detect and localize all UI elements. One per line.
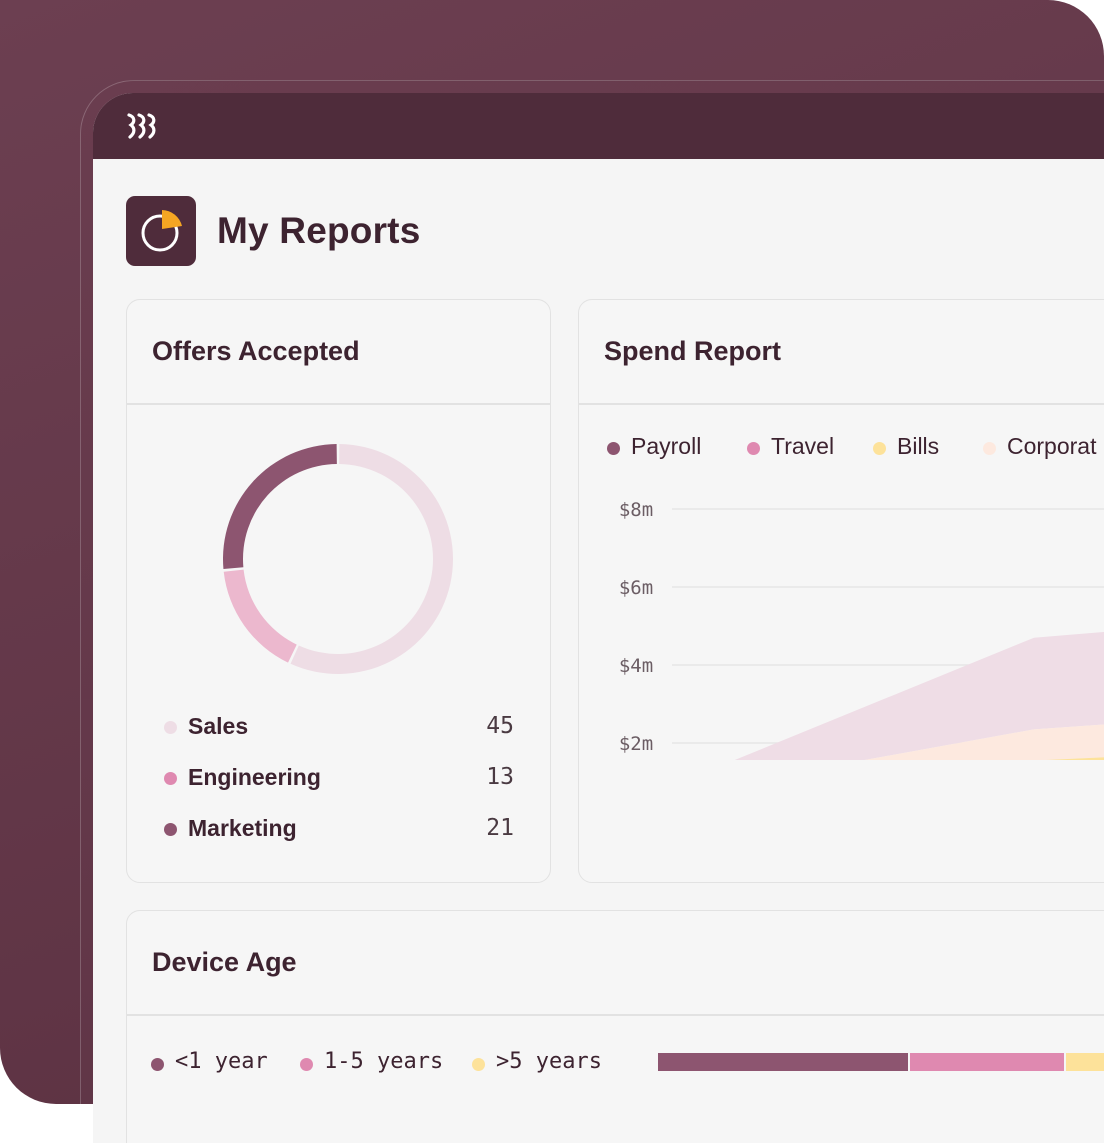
legend-dot	[472, 1058, 485, 1071]
device-card-title: Device Age	[152, 947, 297, 977]
legend-item-marketing: Marketing 21	[164, 814, 514, 844]
legend-label: 1-5 years	[324, 1049, 444, 1074]
spend-area-chart: $8m$6m$4m$2m0Aug 1Aug 7	[619, 499, 1104, 760]
area-series-total[interactable]	[700, 624, 1104, 760]
legend-dot	[164, 772, 177, 785]
device-bar-segment-1-5-years[interactable]	[910, 1053, 1064, 1071]
area-series-bills[interactable]	[700, 753, 1104, 760]
legend-dot	[300, 1058, 313, 1071]
legend-label: Travel	[771, 433, 835, 459]
legend-dot	[607, 442, 620, 455]
legend-label: Corporat	[1007, 433, 1097, 459]
offers-card-title: Offers Accepted	[152, 336, 360, 366]
legend-dot	[747, 442, 760, 455]
donut-slice-sales[interactable]	[290, 444, 453, 674]
rippling-logo-icon[interactable]	[127, 113, 159, 139]
device-bar-segment-1-year[interactable]	[658, 1053, 908, 1071]
legend-label: Marketing	[188, 815, 297, 841]
legend-label: Sales	[188, 713, 249, 739]
report-pie-icon	[126, 196, 196, 266]
legend-value: 13	[486, 764, 514, 790]
donut-slice-engineering[interactable]	[223, 569, 297, 663]
legend-label: >5 years	[496, 1049, 602, 1074]
card-divider	[127, 1014, 1104, 1016]
offers-accepted-card: Offers Accepted Sales 45 Engineering 13 …	[126, 299, 551, 883]
legend-dot	[983, 442, 996, 455]
area-series-corporat[interactable]	[700, 718, 1104, 760]
card-divider	[127, 403, 550, 405]
y-tick-label: $2m	[619, 733, 653, 755]
app-window: My Reports Offers Accepted Sales 45 Engi…	[93, 93, 1104, 1143]
legend-dot	[873, 442, 886, 455]
device-age-card: Device Age <1 year 1-5 years >5 years	[126, 910, 1104, 1143]
legend-item-engineering: Engineering 13	[164, 763, 514, 793]
device-age-bar	[658, 1053, 1104, 1071]
y-tick-label: $6m	[619, 577, 653, 599]
legend-dot	[151, 1058, 164, 1071]
device-bar-segment-5-years[interactable]	[1066, 1053, 1104, 1071]
offers-donut-chart	[223, 444, 453, 674]
legend-label: Bills	[897, 433, 940, 459]
donut-slice-marketing[interactable]	[223, 444, 337, 570]
legend-value: 21	[486, 815, 514, 841]
legend-dot	[164, 721, 177, 734]
legend-dot	[164, 823, 177, 836]
spend-card-title: Spend Report	[604, 336, 782, 366]
top-bar	[93, 93, 1104, 159]
legend-item-sales: Sales 45	[164, 712, 514, 742]
y-tick-label: $4m	[619, 655, 653, 677]
legend-label: Engineering	[188, 764, 321, 790]
legend-label: Payroll	[631, 433, 702, 459]
y-tick-label: $8m	[619, 499, 653, 521]
legend-label: <1 year	[175, 1049, 268, 1074]
page-title: My Reports	[217, 210, 421, 251]
spend-report-card: Spend Report Payroll Travel Bills Corporat …	[578, 299, 1104, 883]
legend-value: 45	[486, 713, 514, 739]
card-divider	[579, 403, 1104, 405]
